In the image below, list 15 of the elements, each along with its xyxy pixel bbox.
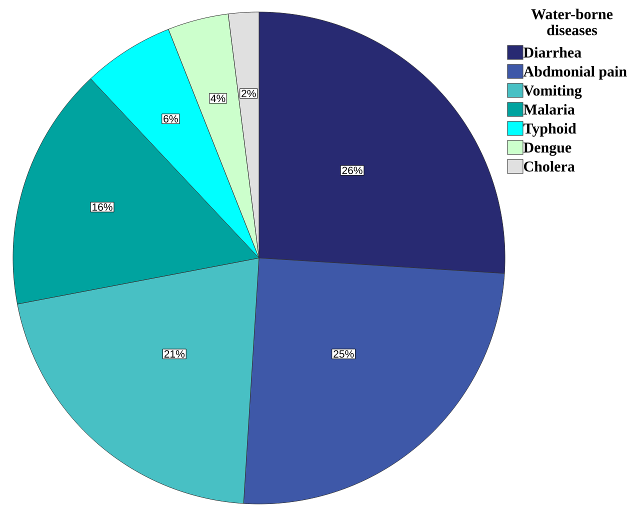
legend-label: Vomiting — [523, 85, 582, 99]
legend-label: Cholera — [524, 161, 575, 172]
data-label: 26% — [342, 166, 362, 174]
data-label: 16% — [92, 203, 112, 211]
legend-label: Malaria — [524, 104, 575, 115]
data-label: 2% — [242, 90, 256, 98]
legend-label: Abdmonial pain — [523, 66, 627, 80]
data-label: 4% — [210, 94, 226, 102]
legend-label: Diarrhea — [524, 47, 582, 58]
legend-title: Water-borne diseases — [531, 8, 613, 36]
data-label: 6% — [164, 115, 178, 123]
legend-label: Typhoid — [524, 123, 576, 137]
legend-label: Dengue — [524, 142, 572, 156]
data-label: 25% — [334, 350, 354, 358]
data-label: 21% — [164, 350, 185, 358]
